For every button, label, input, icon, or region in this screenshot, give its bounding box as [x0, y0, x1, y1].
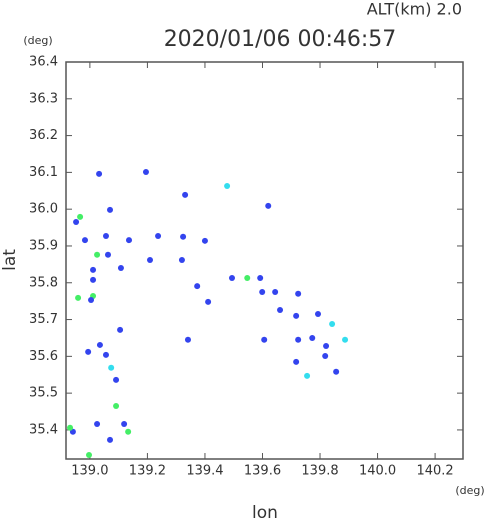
- x-unit: (deg): [455, 484, 484, 497]
- echo-point: [107, 206, 114, 213]
- y-tick-label: 36.1: [29, 165, 58, 180]
- y-tick-label: 35.7: [29, 312, 58, 327]
- echo-point: [293, 358, 300, 365]
- echo-point: [257, 274, 264, 281]
- echo-point: [86, 451, 93, 458]
- echo-point: [265, 202, 272, 209]
- echo-point: [329, 320, 336, 327]
- x-tick-label: 139.6: [244, 464, 281, 479]
- y-tick-label: 36.0: [29, 202, 58, 217]
- echo-point: [259, 288, 266, 295]
- y-tick-label: 35.8: [29, 275, 58, 290]
- echo-point: [126, 237, 133, 244]
- echo-point: [178, 256, 185, 263]
- echo-point: [96, 170, 103, 177]
- y-tick-label: 35.6: [29, 349, 58, 364]
- echo-point: [277, 306, 284, 313]
- y-tick-label: 35.5: [29, 386, 58, 401]
- y-tick-label: 36.2: [29, 128, 58, 143]
- plot-frame: [65, 61, 464, 460]
- echo-point: [108, 364, 115, 371]
- echo-point: [315, 311, 322, 318]
- echo-point: [205, 298, 212, 305]
- echo-point: [309, 334, 316, 341]
- echo-point: [224, 182, 231, 189]
- echo-point: [90, 266, 97, 273]
- echo-point: [295, 336, 302, 343]
- echo-point: [342, 336, 349, 343]
- echo-point: [228, 274, 235, 281]
- echo-point: [244, 274, 251, 281]
- echo-point: [180, 233, 187, 240]
- x-tick-label: 139.0: [71, 464, 108, 479]
- echo-point: [333, 368, 340, 375]
- echo-point: [73, 219, 80, 226]
- x-axis-label: lon: [252, 503, 278, 521]
- echo-point: [304, 372, 311, 379]
- echo-point: [67, 424, 74, 431]
- echo-point: [107, 436, 114, 443]
- echo-point: [121, 421, 128, 428]
- echo-point: [117, 265, 124, 272]
- echo-point: [147, 256, 154, 263]
- echo-point: [102, 351, 109, 358]
- echo-point: [201, 237, 208, 244]
- x-tick-label: 140.2: [416, 464, 453, 479]
- echo-point: [113, 376, 120, 383]
- y-tick-label: 35.4: [29, 422, 58, 437]
- altitude: ALT(km) 2.0: [367, 0, 462, 19]
- x-tick-label: 140.0: [359, 464, 396, 479]
- echo-point: [85, 348, 92, 355]
- x-tick-label: 139.2: [129, 464, 166, 479]
- echo-point: [272, 288, 279, 295]
- y-unit: (deg): [23, 34, 52, 47]
- x-tick-label: 139.4: [186, 464, 223, 479]
- y-tick-label: 36.3: [29, 91, 58, 106]
- echo-point: [94, 421, 101, 428]
- echo-point: [155, 233, 162, 240]
- echo-point: [142, 169, 149, 176]
- echo-point: [88, 297, 95, 304]
- y-tick-label: 36.4: [29, 55, 58, 70]
- echo-point: [182, 191, 189, 198]
- echo-point: [105, 251, 112, 258]
- echo-point: [322, 352, 329, 359]
- echo-point: [94, 251, 101, 258]
- echo-point: [323, 343, 330, 350]
- echo-point: [113, 403, 120, 410]
- echo-point: [102, 233, 109, 240]
- echo-point: [75, 294, 82, 301]
- echo-point: [194, 283, 201, 290]
- x-tick-label: 139.8: [301, 464, 338, 479]
- echo-point: [96, 341, 103, 348]
- echo-point: [184, 336, 191, 343]
- echo-point: [81, 237, 88, 244]
- echo-point: [117, 326, 124, 333]
- echo-point: [293, 312, 300, 319]
- echo-point: [261, 336, 268, 343]
- y-axis-label: lat: [0, 249, 20, 271]
- y-tick-label: 35.9: [29, 238, 58, 253]
- echo-point: [125, 428, 132, 435]
- echo-point: [295, 290, 302, 297]
- chart-title: 2020/01/06 00:46:57: [164, 27, 397, 52]
- echo-point: [77, 213, 84, 220]
- echo-point: [90, 276, 97, 283]
